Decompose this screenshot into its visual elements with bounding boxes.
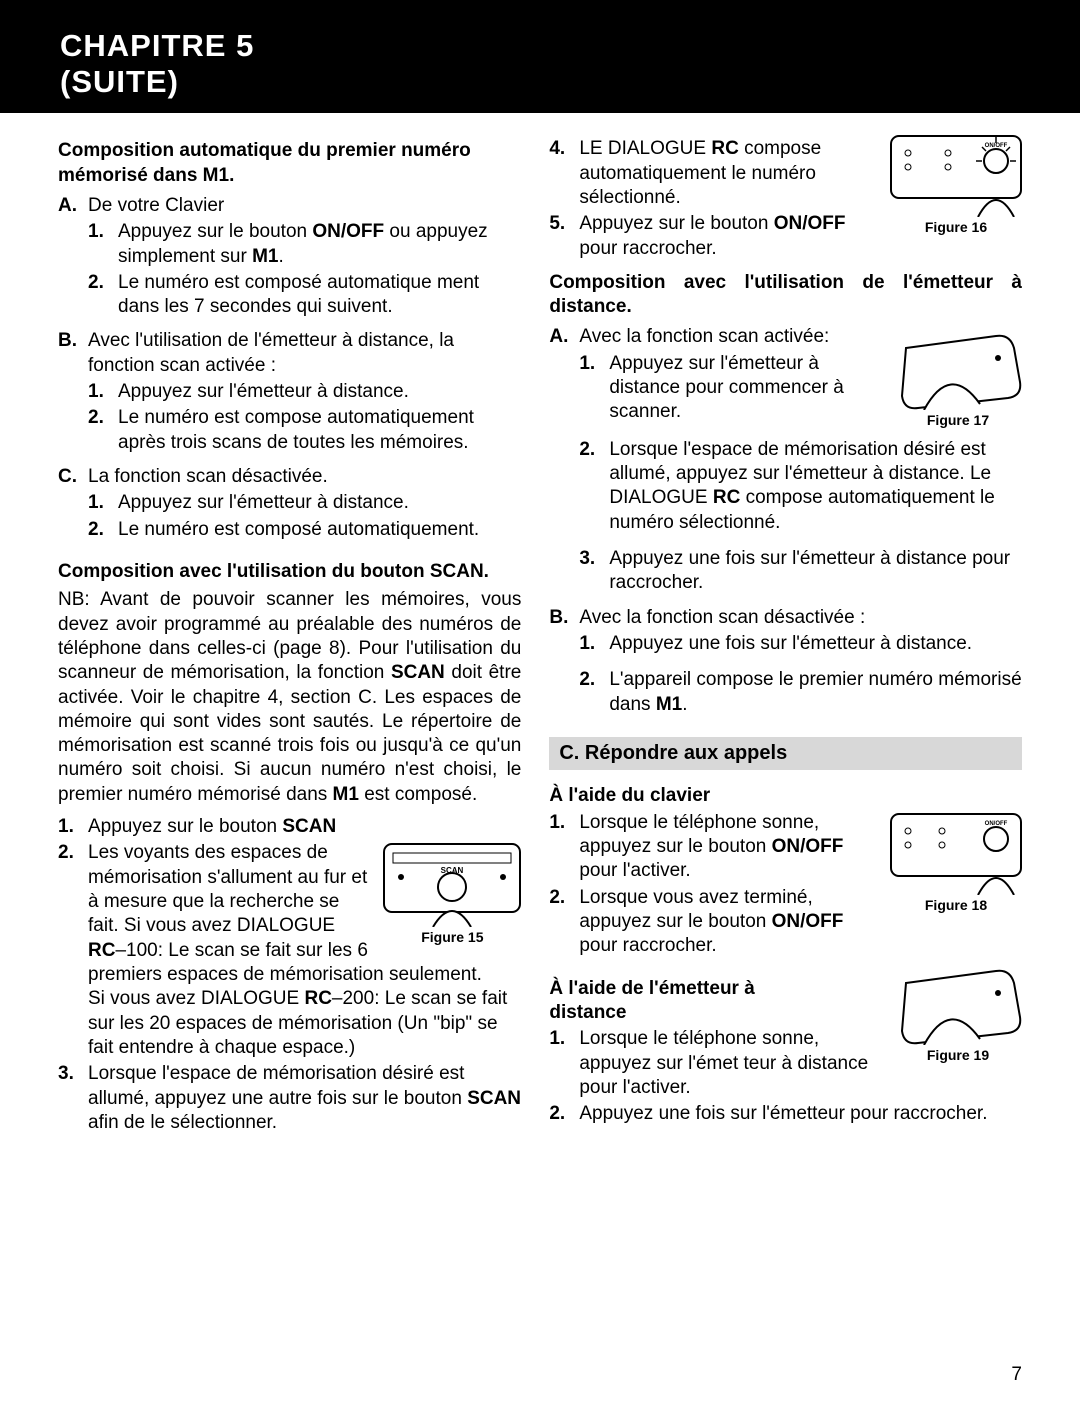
scan-nb: NB: Avant de pouvoir scanner les mémoire…: [58, 588, 521, 807]
item-a2: 2. Le numéro est composé automatique men…: [88, 271, 521, 320]
dist-a1: 1. Figure 17: [579, 352, 1022, 436]
columns: Composition automatique du premier numér…: [0, 113, 1080, 1139]
item-c-label: La fonction scan désactivée.: [88, 466, 328, 487]
item-b: B. Avec l'utilisation de l'émetteur à di…: [58, 329, 521, 459]
svg-text:ON/OFF: ON/OFF: [985, 821, 1008, 827]
step-4: 4. LE DIALOGUE RC compose automatiquemen…: [549, 137, 880, 210]
svg-text:ON/OFF: ON/OFF: [985, 143, 1008, 149]
clavier-2: 2. Lorsque vous avez terminé, appuyez su…: [549, 886, 880, 959]
svg-text:SCAN: SCAN: [441, 866, 464, 875]
scan-step-1: 1. Appuyez sur le bouton SCAN: [58, 815, 521, 839]
figure-18-caption: Figure 18: [890, 897, 1022, 915]
section-c-band: C. Répondre aux appels: [549, 737, 1022, 771]
dist-list: A. Avec la fonction scan activée: 1.: [549, 325, 1022, 720]
item-a-label: De votre Clavier: [88, 195, 224, 216]
dist-a2: 2. Lorsque l'espace de mémorisation dési…: [579, 438, 1022, 535]
scan-steps: 1. Appuyez sur le bouton SCAN 2. SCAN: [58, 815, 521, 1135]
emit-1: 1.Lorsque le téléphone sonne, appuyez su…: [549, 1027, 884, 1100]
figure-19: Figure 19: [894, 965, 1022, 1065]
list-a-sub: 1. Appuyez sur le bouton ON/OFF ou appuy…: [88, 220, 521, 319]
figure-16-caption: Figure 16: [890, 219, 1022, 237]
header-line-1: CHAPITRE 5: [60, 28, 254, 63]
dist-a-label: Avec la fonction scan activée:: [579, 326, 829, 347]
scan-title: Composition avec l'utilisation du bouton…: [58, 560, 521, 584]
step-5: 5. Appuyez sur le bouton ON/OFF pour rac…: [549, 212, 880, 261]
dist-title: Composition avec l'utilisation de l'émet…: [549, 271, 1022, 320]
dist-b-label: Avec la fonction scan désactivée :: [579, 607, 865, 628]
left-column: Composition automatique du premier numér…: [58, 133, 521, 1139]
figure-18: ON/OFF Figure 18: [890, 813, 1022, 915]
figure-15: SCAN Figure 15: [383, 843, 521, 947]
figure-15-caption: Figure 15: [383, 929, 521, 947]
chapter-title: CHAPITRE 5 (SUITE): [60, 28, 1020, 99]
item-c: C. La fonction scan désactivée. 1.Appuye…: [58, 465, 521, 546]
figure-16: ON/OFF Figure 16: [890, 135, 1022, 237]
aid-emit-title: À l'aide de l'émetteur à distance: [549, 977, 779, 1026]
emit-2: 2.Appuyez une fois sur l'émetteur pour r…: [549, 1102, 1022, 1126]
clavier-1: 1. Lorsque le téléphone sonne, appuyez s…: [549, 811, 880, 884]
dist-b2: 2. L'appareil compose le premier numéro …: [579, 668, 1022, 717]
section-m1-title: Composition automatique du premier numér…: [58, 139, 521, 188]
page: CHAPITRE 5 (SUITE) Composition automatiq…: [0, 0, 1080, 1412]
dist-a: A. Avec la fonction scan activée: 1.: [549, 325, 1022, 599]
item-c2: 2.Le numéro est composé automatiquement.: [88, 518, 521, 542]
header-line-2: (SUITE): [60, 64, 179, 99]
list-abc: A. De votre Clavier 1. Appuyez sur le bo…: [58, 194, 521, 546]
item-c1: 1.Appuyez sur l'émetteur à distance.: [88, 491, 521, 515]
item-a: A. De votre Clavier 1. Appuyez sur le bo…: [58, 194, 521, 324]
right-column: ON/OFF Figure 16 4. LE DIALOGUE RC compo…: [549, 133, 1022, 1139]
scan-step-2: 2. SCAN Figure 15: [58, 841, 521, 1060]
aid-clavier-title: À l'aide du clavier: [549, 784, 1022, 808]
item-b2: 2.Le numéro est compose automatiquement …: [88, 406, 521, 455]
item-b1: 1.Appuyez sur l'émetteur à distance.: [88, 380, 521, 404]
scan-step-3: 3. Lorsque l'espace de mémorisation dési…: [58, 1062, 521, 1135]
figure-17-caption: Figure 17: [894, 412, 1022, 430]
item-b-label: Avec l'utilisation de l'émetteur à dista…: [88, 330, 454, 375]
figure-17: Figure 17: [894, 330, 1022, 430]
chapter-header: CHAPITRE 5 (SUITE): [0, 0, 1080, 113]
figure-19-caption: Figure 19: [894, 1047, 1022, 1065]
item-a1: 1. Appuyez sur le bouton ON/OFF ou appuy…: [88, 220, 521, 269]
dist-a3: 3. Appuyez une fois sur l'émetteur à dis…: [579, 547, 1022, 596]
dist-b1: 1.Appuyez une fois sur l'émetteur à dist…: [579, 632, 1022, 656]
dist-b: B. Avec la fonction scan désactivée : 1.…: [549, 606, 1022, 721]
page-number: 7: [1011, 1364, 1022, 1386]
